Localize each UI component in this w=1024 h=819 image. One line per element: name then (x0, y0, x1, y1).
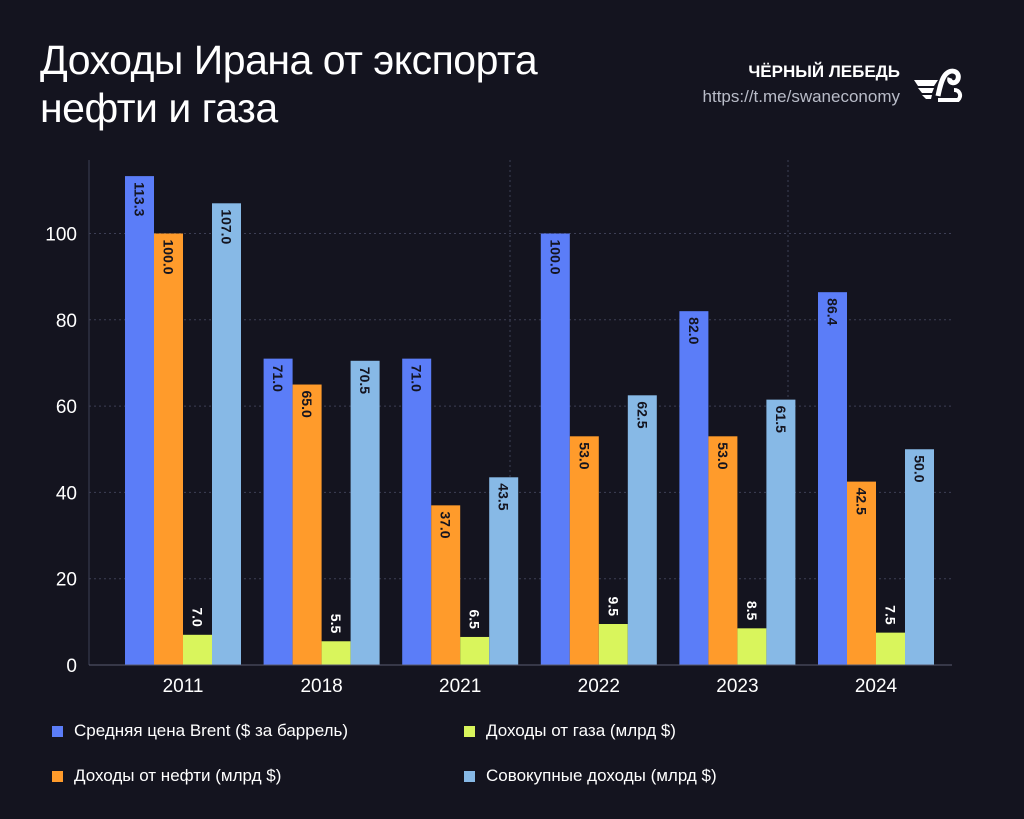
data-label: 107.0 (219, 209, 235, 244)
bar-2018-series-3 (321, 641, 351, 665)
title-line-2: нефти и газа (40, 85, 278, 131)
bar-2023-series-2 (708, 436, 738, 665)
data-label: 5.5 (328, 614, 344, 634)
legend-item: Совокупные доходы (млрд $) (464, 766, 717, 786)
data-label: 100.0 (547, 240, 563, 275)
bar-2011-series-1 (125, 176, 154, 665)
bar-2024-series-3 (876, 632, 905, 665)
bar-2018-series-1 (263, 358, 293, 665)
y-tick-label: 60 (56, 397, 77, 418)
data-label: 37.0 (438, 511, 454, 538)
bar-2023-series-3 (737, 628, 767, 665)
data-label: 71.0 (270, 365, 286, 392)
data-label: 53.0 (715, 442, 731, 469)
y-tick-label: 80 (56, 311, 77, 332)
brand: ЧЁРНЫЙ ЛЕБЕДЬ https://t.me/swaneconomy (703, 62, 900, 107)
legend-label: Совокупные доходы (млрд $) (486, 766, 717, 785)
legend-swatch (52, 725, 63, 737)
y-tick-label: 40 (56, 483, 77, 504)
legend-swatch (52, 770, 63, 782)
legend-label: Средняя цена Brent ($ за баррель) (74, 721, 349, 740)
bar-2022-series-4 (627, 395, 657, 665)
data-label: 62.5 (634, 401, 650, 428)
x-tick-label: 2021 (439, 676, 481, 697)
bar-2011-series-3 (183, 634, 212, 665)
bar-2023-series-1 (679, 311, 709, 665)
bar-2021-series-1 (402, 358, 432, 665)
legend-label: Доходы от нефти (млрд $) (74, 766, 282, 785)
bar-2021-series-3 (460, 636, 490, 665)
data-label: 100.0 (161, 240, 177, 275)
bar-2018-series-2 (292, 384, 322, 665)
bar-2021-series-4 (489, 477, 519, 665)
y-tick-label: 100 (45, 225, 77, 246)
bar-2018-series-4 (350, 360, 380, 665)
bar-2024-series-1 (818, 292, 847, 665)
title-line-1: Доходы Ирана от экспорта (40, 37, 538, 83)
data-label: 42.5 (854, 488, 870, 515)
data-label: 71.0 (409, 365, 425, 392)
legend-item: Доходы от газа (млрд $) (464, 721, 676, 741)
brand-name: ЧЁРНЫЙ ЛЕБЕДЬ (748, 62, 900, 81)
data-label: 9.5 (605, 597, 621, 617)
data-label: 6.5 (467, 609, 483, 629)
bar-2024-series-4 (905, 449, 934, 665)
x-tick-label: 2024 (855, 676, 898, 697)
bar-2022-series-2 (569, 436, 599, 665)
x-tick-label: 2022 (578, 676, 620, 697)
data-label: 86.4 (825, 298, 841, 325)
data-label: 43.5 (496, 483, 512, 510)
y-tick-label: 20 (56, 570, 77, 591)
legend-item: Средняя цена Brent ($ за баррель) (52, 721, 348, 741)
x-tick-label: 2018 (300, 676, 342, 697)
legend-item: Доходы от нефти (млрд $) (52, 766, 281, 786)
data-label: 50.0 (912, 455, 928, 482)
bar-2011-series-2 (154, 233, 183, 665)
x-tick-label: 2011 (163, 676, 204, 697)
bar-2023-series-4 (766, 399, 796, 665)
data-label: 8.5 (744, 601, 760, 621)
brand-url[interactable]: https://t.me/swaneconomy (702, 87, 900, 106)
data-label: 113.3 (132, 182, 148, 216)
bar-2011-series-4 (212, 203, 241, 666)
bar-2022-series-3 (598, 624, 628, 665)
legend-label: Доходы от газа (млрд $) (486, 721, 676, 740)
bar-2021-series-2 (431, 505, 461, 665)
x-tick-label: 2023 (716, 676, 758, 697)
data-label: 7.0 (190, 607, 206, 627)
data-label: 82.0 (686, 317, 702, 344)
y-tick-label: 0 (66, 656, 77, 677)
swan-logo-icon (914, 68, 963, 102)
data-label: 65.0 (299, 391, 315, 418)
data-label: 7.5 (883, 605, 899, 625)
data-label: 70.5 (357, 367, 373, 394)
bar-2024-series-2 (847, 481, 876, 665)
data-label: 61.5 (773, 406, 789, 433)
bar-2022-series-1 (540, 233, 570, 665)
legend-swatch (464, 725, 475, 737)
page-title: Доходы Ирана от экспорта нефти и газа (40, 36, 538, 132)
legend-swatch (464, 770, 475, 782)
data-label: 53.0 (576, 442, 592, 469)
